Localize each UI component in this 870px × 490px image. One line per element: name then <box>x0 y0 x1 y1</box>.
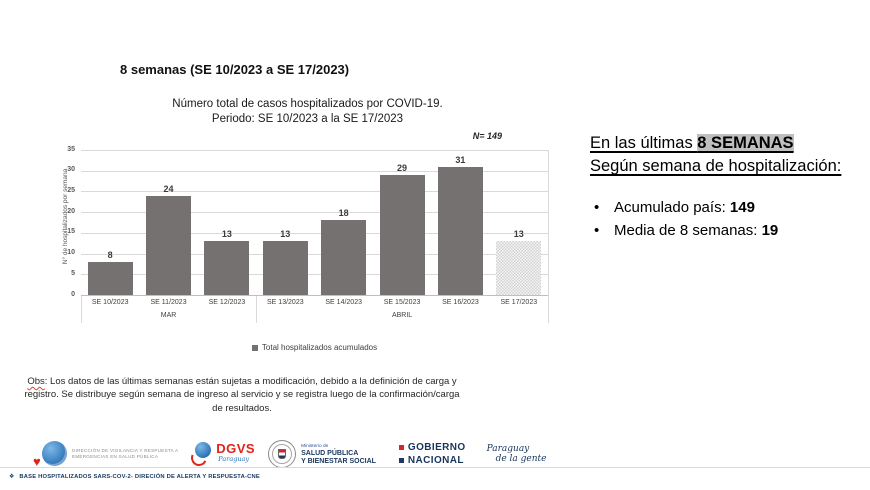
summary-heading-line2: Según semana de hospitalización: <box>590 157 842 175</box>
bar-value-label: 29 <box>397 162 408 173</box>
ministry-seal-icon <box>268 440 297 468</box>
gridline <box>81 170 548 172</box>
bar-value-label: 31 <box>455 154 466 165</box>
bullet-dot: • <box>594 199 600 216</box>
gridline <box>81 232 548 234</box>
month-group-label: ABRIL <box>391 312 413 319</box>
bar-SE-17-2023 <box>496 241 542 295</box>
x-category-label: SE 11/2023 <box>150 299 187 306</box>
gridline <box>81 212 548 214</box>
bar-SE-16-2023 <box>437 166 483 295</box>
y-tick-label: 0 <box>71 290 75 298</box>
y-tick-label: 5 <box>71 269 75 277</box>
heart-icon: ♥ <box>33 454 41 469</box>
category-separator <box>256 296 258 323</box>
chart-title: Número total de casos hospitalizados por… <box>55 97 560 127</box>
gridline <box>81 150 548 151</box>
gridline <box>81 274 548 276</box>
category-axis: SE 10/2023 SE 11/2023 SE 12/2023 SE 13/2023… <box>81 296 549 323</box>
dgvs-globe-icon <box>189 442 212 469</box>
y-tick-label: 10 <box>67 249 75 257</box>
bar-SE-14-2023 <box>321 220 367 295</box>
globe-icon <box>42 441 67 466</box>
summary-heading-highlight: 8 SEMANAS <box>697 134 794 152</box>
summary-heading-prefix: En las últimas <box>590 134 698 152</box>
logo-vigilancia: ♥ Dirección de Vigilancia y Respuesta a … <box>33 440 178 468</box>
globe-heart-icon: ♥ <box>33 440 67 468</box>
legend-label: Total hospitalizados acumulados <box>261 343 378 352</box>
logo-dgvs: DGVS Paraguay <box>189 441 256 469</box>
bar-value-label: 13 <box>280 229 291 240</box>
summary-heading: En las últimas 8 SEMANAS Según semana de… <box>590 132 868 178</box>
x-category-label: SE 17/2023 <box>500 299 538 306</box>
bullet-dot: • <box>594 222 600 239</box>
bullet-acumulado-value: 149 <box>729 199 755 216</box>
bar-value-label: 13 <box>513 229 524 240</box>
legend-marker-icon <box>251 344 258 351</box>
chart-title-line2: Periodo: SE 10/2023 a la SE 17/2023 <box>211 113 404 125</box>
plot-area: 8 24 13 13 18 29 31 13 <box>81 150 548 295</box>
logo-vigilancia-text: Dirección de Vigilancia y Respuesta a Em… <box>72 448 179 459</box>
x-category-label: SE 14/2023 <box>325 299 362 306</box>
category-separator <box>548 296 549 323</box>
bullet-acumulado-label: Acumulado país: <box>614 199 730 216</box>
y-tick-label: 20 <box>67 207 75 215</box>
y-tick-label: 25 <box>67 186 75 194</box>
chart-legend: Total hospitalizados acumulados <box>81 343 548 352</box>
dgvs-script: Paraguay <box>218 455 250 463</box>
blue-square-icon <box>398 458 404 463</box>
bar-value-label: 24 <box>163 183 174 194</box>
footer-logos: ♥ Dirección de Vigilancia y Respuesta a … <box>33 437 546 471</box>
bullet-media-value: 19 <box>761 222 779 239</box>
bullet-acumulado: • Acumulado país: 149 <box>590 196 868 219</box>
logo-gobierno-nacional: GOBIERNO NACIONAL <box>398 442 466 466</box>
bar-value-label: 13 <box>221 229 232 240</box>
bar-value-label: 8 <box>107 249 113 260</box>
x-axis-line <box>81 295 548 296</box>
obs-text: : Los datos de las últimas semanas están… <box>24 376 460 414</box>
x-category-label: SE 13/2023 <box>267 299 304 306</box>
hospitalizations-bar-chart: Número total de casos hospitalizados por… <box>55 95 560 365</box>
bar-value-label: 18 <box>338 208 349 219</box>
n-total-label: N= 149 <box>472 131 502 141</box>
bar-SE-12-2023 <box>204 241 250 295</box>
x-category-label: SE 10/2023 <box>91 299 129 306</box>
gridline <box>81 191 548 193</box>
diamond-icon: ❖ <box>9 474 15 480</box>
logo-ministerio: Ministerio de SALUD PÚBLICA Y BIENESTAR … <box>268 440 376 468</box>
bullet-media: • Media de 8 semanas: 19 <box>590 219 868 242</box>
plot-right-border <box>548 150 549 322</box>
month-group-label: MAR <box>160 312 177 319</box>
x-category-label: SE 15/2023 <box>383 299 421 306</box>
bar-SE-11-2023 <box>146 195 192 295</box>
category-separator <box>81 296 82 323</box>
summary-bullets: • Acumulado país: 149 • Media de 8 seman… <box>590 196 868 242</box>
bar-SE-10-2023 <box>87 261 133 295</box>
y-tick-label: 30 <box>67 166 75 174</box>
obs-label: Obs <box>27 376 45 387</box>
logo-paraguay-de-la-gente: Paraguay de la gente <box>486 444 547 464</box>
x-category-label: SE 16/2023 <box>442 299 479 306</box>
bar-SE-13-2023 <box>262 241 308 295</box>
y-tick-label: 15 <box>67 228 75 236</box>
bullet-media-label: Media de 8 semanas: <box>614 222 762 239</box>
bar-SE-15-2023 <box>379 174 425 295</box>
y-tick-label: 35 <box>67 145 75 153</box>
dgvs-wordmark: DGVS <box>216 441 256 456</box>
observation-note: Obs: Los datos de las últimas semanas es… <box>22 375 462 415</box>
footer-divider <box>0 467 870 468</box>
x-category-label: SE 12/2023 <box>208 299 246 306</box>
gridline <box>81 253 548 255</box>
summary-panel: En las últimas 8 SEMANAS Según semana de… <box>590 132 868 242</box>
page-title: 8 semanas (SE 10/2023 a SE 17/2023) <box>120 62 350 77</box>
ministry-text: Ministerio de SALUD PÚBLICA Y BIENESTAR … <box>301 443 376 465</box>
chart-title-line1: Número total de casos hospitalizados por… <box>172 98 443 110</box>
red-square-icon <box>398 445 404 450</box>
footer-source: ❖ BASE HOSPITALIZADOS SARS-COV-2- DIRECI… <box>9 473 260 481</box>
